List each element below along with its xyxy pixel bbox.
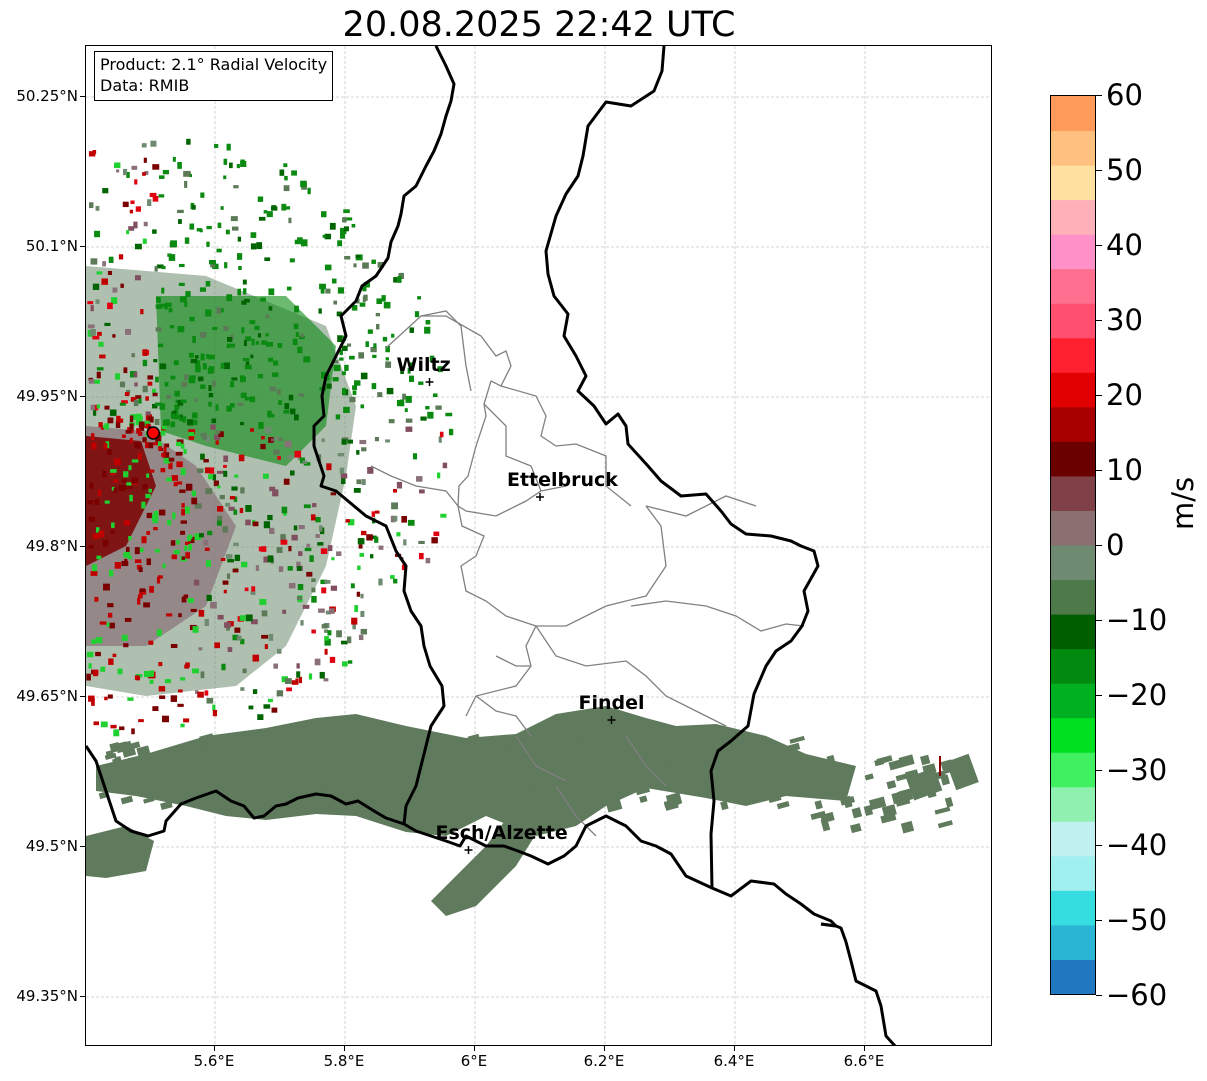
colorbar-tick-mark	[1096, 170, 1102, 171]
colorbar-band	[1051, 683, 1095, 719]
colorbar-tick-mark	[1096, 770, 1102, 771]
colorbar-tick-mark	[1096, 695, 1102, 696]
colorbar-tick-mark	[1096, 395, 1102, 396]
colorbar-tick-mark	[1096, 620, 1102, 621]
colorbar-tick-mark	[1096, 95, 1102, 96]
colorbar-band	[1051, 130, 1095, 166]
latitude-tick-label: 49.95°N	[16, 387, 78, 405]
colorbar-tick-mark	[1096, 320, 1102, 321]
longitude-tick-mark	[864, 1046, 865, 1051]
colorbar-band	[1051, 890, 1095, 926]
longitude-tick-mark	[214, 1046, 215, 1051]
colorbar-band	[1051, 924, 1095, 960]
longitude-tick-label: 5.8°E	[323, 1052, 365, 1070]
colorbar-tick-label: 30	[1106, 303, 1143, 337]
colorbar-tick-mark	[1096, 470, 1102, 471]
colorbar-tick-label: −30	[1106, 753, 1168, 787]
colorbar-band	[1051, 510, 1095, 546]
radar-site-marker	[146, 426, 160, 440]
map-plot-area[interactable]	[85, 45, 992, 1046]
colorbar-band	[1051, 372, 1095, 408]
colorbar-band	[1051, 855, 1095, 891]
longitude-tick-label: 6.6°E	[843, 1052, 885, 1070]
colorbar-band	[1051, 579, 1095, 615]
city-label-findel: Findel	[578, 692, 645, 714]
latitude-tick-label: 50.1°N	[25, 237, 78, 255]
colorbar-tick-label: 20	[1106, 378, 1143, 412]
colorbar-band	[1051, 268, 1095, 304]
colorbar-tick-label: −10	[1106, 603, 1168, 637]
colorbar-tick-label: 40	[1106, 228, 1143, 262]
colorbar-tick-mark	[1096, 995, 1102, 996]
radar-map	[86, 46, 991, 1045]
city-label-wiltz: Wiltz	[396, 354, 451, 376]
longitude-tick-label: 5.6°E	[193, 1052, 235, 1070]
latitude-tick-label: 49.35°N	[16, 987, 78, 1005]
colorbar-band	[1051, 786, 1095, 822]
latitude-tick-mark	[80, 96, 85, 97]
latitude-tick-mark	[80, 546, 85, 547]
city-markers	[425, 378, 616, 854]
colorbar-unit-label: m/s	[1166, 476, 1200, 530]
colorbar-band	[1051, 96, 1095, 132]
longitude-tick-mark	[474, 1046, 475, 1051]
colorbar	[1050, 95, 1096, 995]
colorbar-band	[1051, 648, 1095, 684]
colorbar-tick-label: −50	[1106, 903, 1168, 937]
canton-boundaries	[370, 310, 805, 837]
colorbar-band	[1051, 165, 1095, 201]
colorbar-tick-mark	[1096, 545, 1102, 546]
colorbar-tick-label: −40	[1106, 828, 1168, 862]
radar-echoes	[86, 138, 979, 916]
colorbar-tick-label: 0	[1106, 528, 1125, 562]
colorbar-band	[1051, 234, 1095, 270]
latitude-tick-label: 49.8°N	[25, 537, 78, 555]
country-border	[86, 46, 897, 1045]
longitude-tick-mark	[344, 1046, 345, 1051]
colorbar-tick-mark	[1096, 245, 1102, 246]
chart-title: 20.08.2025 22:42 UTC	[342, 5, 736, 45]
colorbar-band	[1051, 717, 1095, 753]
data-source-label: Data: RMIB	[100, 76, 190, 95]
colorbar-tick-label: 10	[1106, 453, 1143, 487]
colorbar-band	[1051, 303, 1095, 339]
colorbar-band	[1051, 545, 1095, 581]
colorbar-band	[1051, 199, 1095, 235]
latitude-tick-mark	[80, 996, 85, 997]
latitude-tick-label: 49.65°N	[16, 687, 78, 705]
colorbar-tick-mark	[1096, 920, 1102, 921]
city-label-ettelbruck: Ettelbruck	[507, 469, 618, 491]
product-label: Product: 2.1° Radial Velocity	[100, 55, 328, 74]
product-info-box: Product: 2.1° Radial Velocity Data: RMIB	[94, 51, 334, 101]
colorbar-tick-label: −60	[1106, 978, 1168, 1012]
latitude-tick-label: 50.25°N	[16, 87, 78, 105]
colorbar-tick-label: −20	[1106, 678, 1168, 712]
longitude-tick-label: 6°E	[460, 1052, 488, 1070]
colorbar-band	[1051, 959, 1095, 995]
colorbar-band	[1051, 441, 1095, 477]
latitude-tick-label: 49.5°N	[25, 837, 78, 855]
colorbar-band	[1051, 475, 1095, 511]
colorbar-tick-mark	[1096, 845, 1102, 846]
latitude-tick-mark	[80, 246, 85, 247]
colorbar-band	[1051, 406, 1095, 442]
colorbar-tick-label: 60	[1106, 78, 1143, 112]
latitude-tick-mark	[80, 696, 85, 697]
colorbar-band	[1051, 614, 1095, 650]
longitude-tick-mark	[734, 1046, 735, 1051]
latitude-tick-mark	[80, 396, 85, 397]
city-label-esch-alzette: Esch/Alzette	[435, 822, 568, 844]
latitude-tick-mark	[80, 846, 85, 847]
longitude-tick-mark	[604, 1046, 605, 1051]
colorbar-tick-label: 50	[1106, 153, 1143, 187]
longitude-tick-label: 6.4°E	[713, 1052, 755, 1070]
colorbar-band	[1051, 752, 1095, 788]
colorbar-band	[1051, 337, 1095, 373]
longitude-tick-label: 6.2°E	[583, 1052, 625, 1070]
colorbar-band	[1051, 821, 1095, 857]
